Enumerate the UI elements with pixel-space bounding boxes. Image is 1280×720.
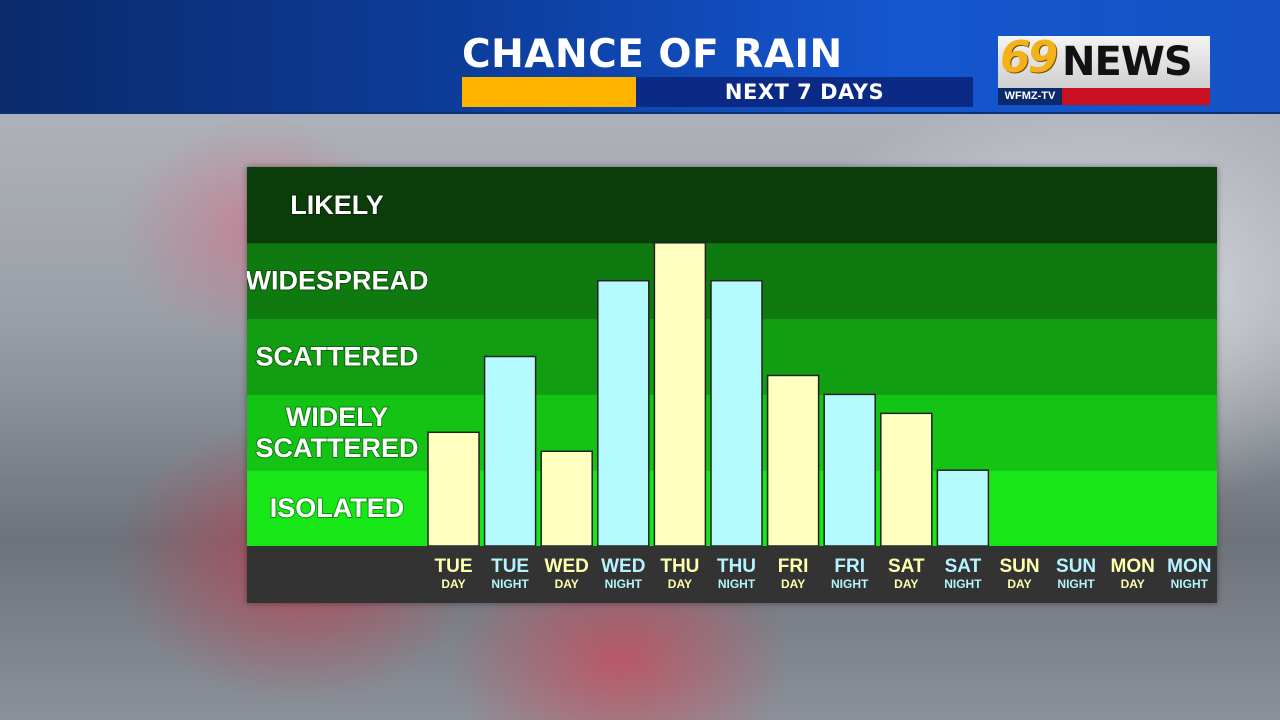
level-label-widely-scattered: WIDELY SCATTERED bbox=[255, 402, 418, 463]
level-label-scattered: SCATTERED bbox=[255, 342, 418, 372]
tick-sublabel-sat-night: NIGHT bbox=[944, 577, 982, 591]
bar-sat-day bbox=[880, 412, 933, 547]
tick-sublabel-sat-day: DAY bbox=[894, 577, 918, 591]
bar-tue-night bbox=[483, 355, 537, 547]
axis-strip bbox=[247, 546, 1217, 603]
tick-sublabel-thu-day: DAY bbox=[668, 577, 692, 591]
bar-wed-day bbox=[540, 450, 593, 547]
tick-label-sat-night: SAT bbox=[945, 556, 982, 577]
level-band-4 bbox=[247, 167, 1217, 244]
bar-tue-day bbox=[427, 431, 480, 547]
bar-thu-night bbox=[710, 279, 763, 547]
tick-sublabel-wed-night: NIGHT bbox=[605, 577, 643, 591]
tick-sublabel-sun-night: NIGHT bbox=[1057, 577, 1095, 591]
tick-label-thu-night: THU bbox=[717, 556, 756, 577]
tick-label-tue-night: TUE bbox=[491, 556, 529, 577]
tick-sublabel-mon-day: DAY bbox=[1121, 577, 1145, 591]
tick-label-tue-day: TUE bbox=[435, 556, 473, 577]
tick-label-wed-night: WED bbox=[601, 556, 645, 577]
tick-sublabel-fri-day: DAY bbox=[781, 577, 805, 591]
tick-label-sun-night: SUN bbox=[1056, 556, 1096, 577]
logo-word: NEWS bbox=[1062, 39, 1193, 85]
tick-label-thu-day: THU bbox=[660, 556, 699, 577]
tick-label-fri-night: FRI bbox=[834, 556, 865, 577]
logo-band: WFMZ-TV bbox=[998, 88, 1210, 105]
logo-plate: 69 NEWS bbox=[998, 32, 1210, 88]
bar-thu-day bbox=[653, 242, 707, 547]
bar-sat-night bbox=[936, 469, 990, 547]
level-label-likely: LIKELY bbox=[290, 190, 384, 220]
logo-callsign: WFMZ-TV bbox=[998, 88, 1062, 105]
bar-wed-night bbox=[597, 279, 650, 547]
rain-chart: ISOLATED WIDELY SCATTERED SCATTERED WIDESPRE… bbox=[247, 167, 1217, 603]
tick-sublabel-thu-night: NIGHT bbox=[718, 577, 756, 591]
tick-sublabel-wed-day: DAY bbox=[555, 577, 579, 591]
bar-fri-day bbox=[766, 374, 820, 547]
tick-label-sat-day: SAT bbox=[888, 556, 925, 577]
subtitle-accent bbox=[462, 77, 636, 107]
level-label-isolated: ISOLATED bbox=[270, 493, 405, 523]
bar-fri-night bbox=[823, 393, 876, 547]
tick-label-wed-day: WED bbox=[545, 556, 589, 577]
page-title: CHANCE OF RAIN bbox=[462, 32, 843, 77]
tick-label-mon-day: MON bbox=[1111, 556, 1155, 577]
level-label-widespread: WIDESPREAD bbox=[247, 266, 429, 296]
tick-label-sun-day: SUN bbox=[999, 556, 1039, 577]
tick-sublabel-tue-day: DAY bbox=[441, 577, 465, 591]
tick-sublabel-sun-day: DAY bbox=[1007, 577, 1031, 591]
bar-group bbox=[427, 242, 990, 547]
page-subtitle: NEXT 7 DAYS bbox=[724, 80, 885, 104]
tick-sublabel-mon-night: NIGHT bbox=[1171, 577, 1209, 591]
logo-number: 69 bbox=[1000, 32, 1058, 83]
tick-sublabel-fri-night: NIGHT bbox=[831, 577, 869, 591]
header-banner: CHANCE OF RAIN NEXT 7 DAYS 69 NEWS WFMZ-… bbox=[0, 0, 1280, 114]
station-logo: 69 NEWS WFMZ-TV bbox=[998, 32, 1210, 105]
category-labels: TUEDAYTUENIGHTWEDDAYWEDNIGHTTHUDAYTHUNIG… bbox=[435, 556, 1212, 591]
tick-label-mon-night: MON bbox=[1167, 556, 1211, 577]
level-labels: ISOLATED WIDELY SCATTERED SCATTERED WIDESPRE… bbox=[247, 189, 430, 524]
tick-label-fri-day: FRI bbox=[778, 556, 809, 577]
tick-sublabel-tue-night: NIGHT bbox=[491, 577, 529, 591]
subtitle-bar: NEXT 7 DAYS bbox=[462, 77, 973, 107]
rain-chart-svg: ISOLATED WIDELY SCATTERED SCATTERED WIDESPRE… bbox=[247, 167, 1217, 603]
